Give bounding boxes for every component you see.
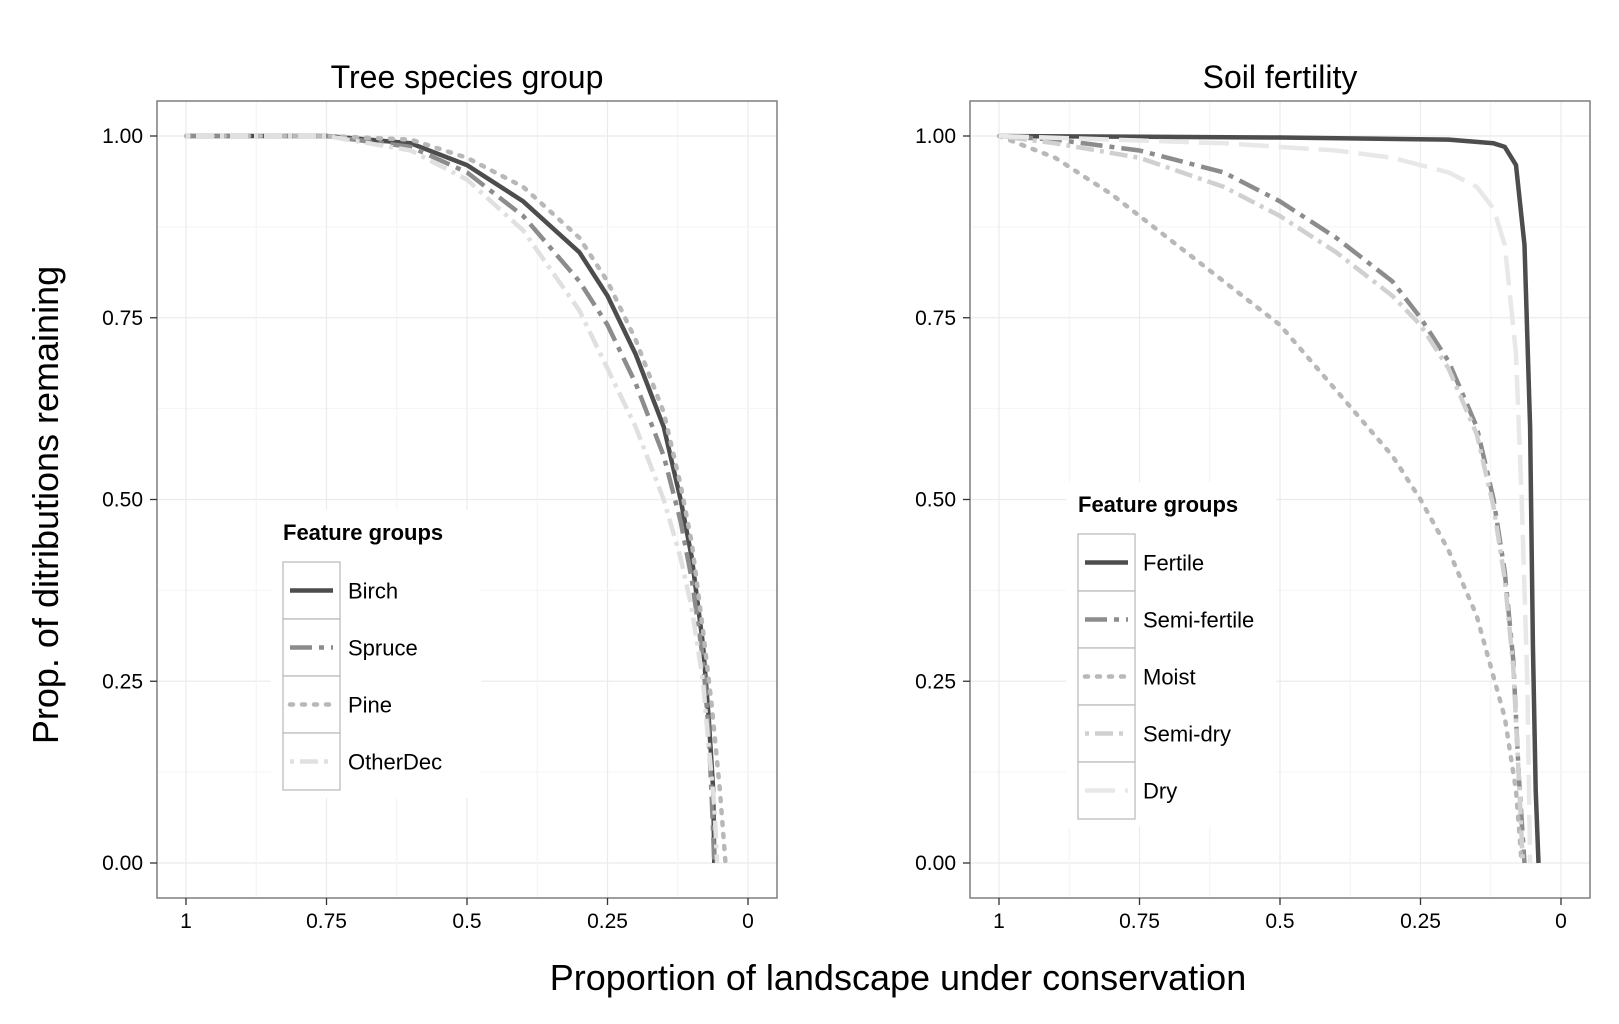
series-line-semi-fertile — [998, 133, 1527, 864]
x-tick-label: 0.75 — [1119, 910, 1160, 933]
y-tick-label: 1.00 — [915, 125, 956, 148]
x-tick-label: 1 — [180, 910, 192, 933]
y-tick-label: 0.50 — [102, 489, 143, 512]
panel-title: Tree species group — [331, 59, 604, 95]
legend-label: Semi-fertile — [1143, 608, 1254, 633]
series-line-semi-dry — [998, 133, 1526, 864]
legend-label: Dry — [1143, 779, 1177, 804]
x-tick-label: 0 — [1555, 910, 1567, 933]
series-line-fertile — [998, 133, 1541, 864]
y-tick-label: 0.75 — [915, 307, 956, 330]
y-tick-label: 0.50 — [915, 489, 956, 512]
x-tick-label: 1 — [993, 910, 1005, 933]
x-tick-label: 0.5 — [1265, 910, 1294, 933]
x-tick-label: 0.25 — [587, 910, 628, 933]
x-axis-title: Proportion of landscape under conservati… — [550, 957, 1246, 998]
legend-label: OtherDec — [348, 750, 442, 775]
y-tick-label: 0.25 — [102, 670, 143, 693]
legend-label: Semi-dry — [1143, 722, 1231, 747]
legend-label: Pine — [348, 693, 392, 718]
x-tick-label: 0 — [742, 910, 754, 933]
legend-label: Spruce — [348, 636, 418, 661]
legend-title: Feature groups — [1078, 492, 1238, 517]
y-tick-label: 0.00 — [915, 852, 956, 875]
legend-label: Birch — [348, 579, 398, 604]
series-line-pine — [183, 133, 728, 866]
series-line-otherdec — [186, 133, 720, 864]
y-axis-title: Prop. of ditributions remaining — [25, 266, 66, 744]
y-tick-label: 0.25 — [915, 670, 956, 693]
panel-tree-species: Tree species group 1 0.75 0.5 0.25 0 0.00 0.25 0… — [102, 59, 778, 933]
series-line-dry — [998, 133, 1533, 864]
panel-soil-fertility: Soil fertility 1 0.75 0.5 0.25 0 0.00 0.25 0.50 0… — [915, 59, 1591, 933]
x-tick-label: 0.75 — [306, 910, 347, 933]
legend: Feature groups Birch Spruce Pine OtherDec — [271, 510, 481, 798]
series-line-spruce — [186, 133, 717, 864]
y-tick-label: 0.00 — [102, 852, 143, 875]
legend-title: Feature groups — [283, 520, 443, 545]
legend: Feature groups Fertile Semi-fertile Moist Se… — [1066, 482, 1276, 827]
x-tick-label: 0.25 — [1400, 910, 1441, 933]
legend-label: Moist — [1143, 665, 1196, 690]
y-tick-label: 1.00 — [102, 125, 143, 148]
legend-label: Fertile — [1143, 551, 1204, 576]
y-tick-label: 0.75 — [102, 307, 143, 330]
series-line-moist — [996, 133, 1524, 866]
x-tick-label: 0.5 — [452, 910, 481, 933]
panel-title: Soil fertility — [1203, 59, 1358, 95]
